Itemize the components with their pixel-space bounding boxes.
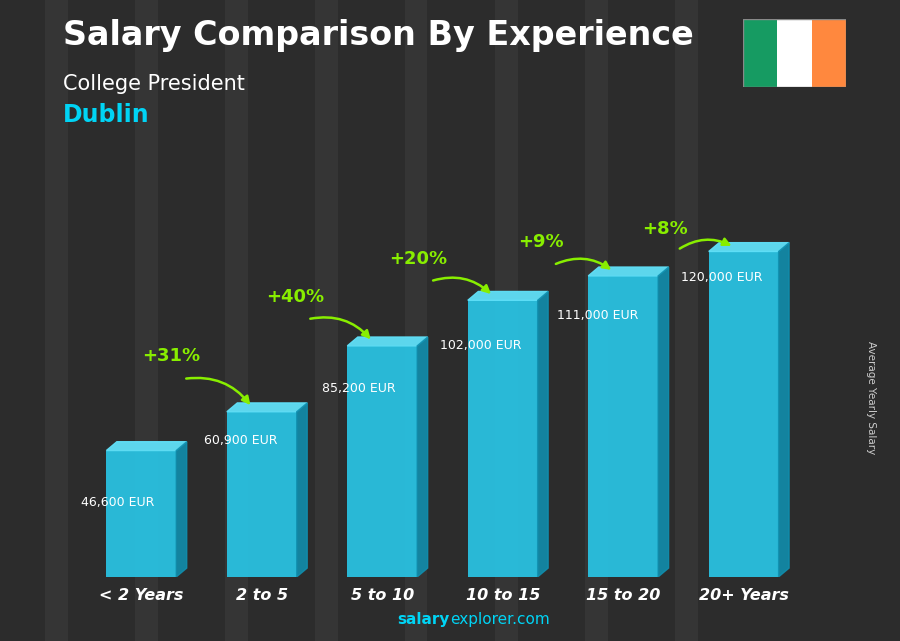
- Bar: [495, 0, 518, 641]
- Polygon shape: [589, 267, 669, 276]
- Bar: [405, 0, 428, 641]
- Bar: [675, 0, 698, 641]
- Polygon shape: [468, 292, 548, 300]
- Polygon shape: [418, 337, 428, 577]
- Text: +8%: +8%: [643, 220, 689, 238]
- Bar: [777, 19, 812, 87]
- Polygon shape: [658, 267, 669, 577]
- Text: 120,000 EUR: 120,000 EUR: [681, 271, 762, 284]
- Bar: [227, 412, 297, 577]
- Text: +9%: +9%: [518, 233, 564, 251]
- Bar: [742, 19, 777, 87]
- Text: +20%: +20%: [390, 250, 447, 268]
- Text: 102,000 EUR: 102,000 EUR: [440, 339, 522, 352]
- Text: College President: College President: [63, 74, 245, 94]
- Text: salary: salary: [398, 612, 450, 627]
- Bar: [468, 300, 537, 577]
- Bar: [347, 346, 418, 577]
- Bar: [45, 0, 68, 641]
- Text: Average Yearly Salary: Average Yearly Salary: [866, 341, 877, 454]
- Text: explorer.com: explorer.com: [450, 612, 550, 627]
- Text: 46,600 EUR: 46,600 EUR: [81, 496, 155, 509]
- Polygon shape: [537, 292, 548, 577]
- Text: 60,900 EUR: 60,900 EUR: [204, 434, 277, 447]
- Bar: [589, 276, 658, 577]
- Bar: [135, 0, 158, 641]
- Polygon shape: [227, 403, 307, 412]
- Polygon shape: [347, 337, 428, 346]
- Polygon shape: [176, 442, 186, 577]
- Text: 85,200 EUR: 85,200 EUR: [322, 382, 396, 395]
- Bar: [315, 0, 338, 641]
- Polygon shape: [106, 442, 186, 451]
- Polygon shape: [708, 243, 789, 251]
- Text: Dublin: Dublin: [63, 103, 149, 126]
- Polygon shape: [778, 243, 789, 577]
- Text: +40%: +40%: [266, 288, 325, 306]
- Text: +31%: +31%: [142, 347, 201, 365]
- Bar: [812, 19, 846, 87]
- Bar: [708, 251, 778, 577]
- Bar: [106, 451, 176, 577]
- Bar: [585, 0, 608, 641]
- Text: 111,000 EUR: 111,000 EUR: [557, 309, 638, 322]
- Text: Salary Comparison By Experience: Salary Comparison By Experience: [63, 19, 694, 52]
- Bar: [225, 0, 248, 641]
- Polygon shape: [297, 403, 307, 577]
